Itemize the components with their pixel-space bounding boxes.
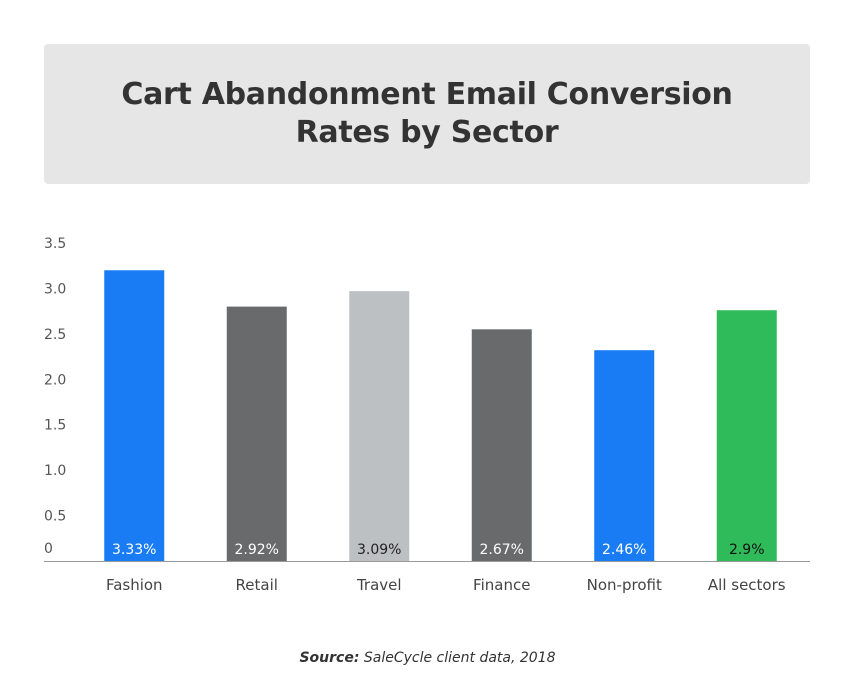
y-tick-label: 2.0	[44, 372, 66, 388]
bar-non-profit	[594, 350, 655, 561]
source-label: Source:	[299, 650, 360, 666]
y-tick-label: 0	[44, 541, 53, 557]
bar-fashion	[104, 270, 165, 561]
bar-retail	[226, 306, 287, 561]
chart-title-line-2: Rates by Sector	[295, 115, 559, 150]
bar-finance	[471, 329, 532, 561]
data-label: 3.09%	[357, 542, 401, 558]
source-text: SaleCycle client data, 2018	[359, 650, 556, 666]
data-label: 3.33%	[112, 542, 156, 558]
bar-travel	[349, 291, 410, 561]
category-label: Fashion	[106, 576, 163, 594]
chart-title-line-1: Cart Abandonment Email Conversion	[121, 77, 733, 112]
bar-all-sectors	[716, 310, 777, 561]
chart-title: Cart Abandonment Email Conversion Rates …	[77, 76, 777, 152]
source-note: Source: SaleCycle client data, 2018	[0, 650, 855, 666]
category-label: Travel	[356, 576, 402, 594]
y-tick-label: 1.5	[44, 418, 66, 434]
data-label: 2.67%	[480, 542, 524, 558]
category-label: Finance	[473, 576, 530, 594]
category-label: All sectors	[708, 576, 786, 594]
y-tick-label: 2.5	[44, 327, 66, 343]
y-tick-label: 3.0	[44, 281, 66, 297]
data-label: 2.46%	[602, 542, 646, 558]
chart-title-box: Cart Abandonment Email Conversion Rates …	[44, 44, 810, 184]
y-tick-label: 3.5	[44, 236, 66, 252]
y-tick-label: 0.5	[44, 509, 66, 525]
data-label: 2.9%	[729, 542, 765, 558]
category-label: Non-profit	[587, 576, 662, 594]
y-tick-label: 1.0	[44, 463, 66, 479]
category-label: Retail	[236, 576, 278, 594]
data-label: 2.92%	[235, 542, 279, 558]
